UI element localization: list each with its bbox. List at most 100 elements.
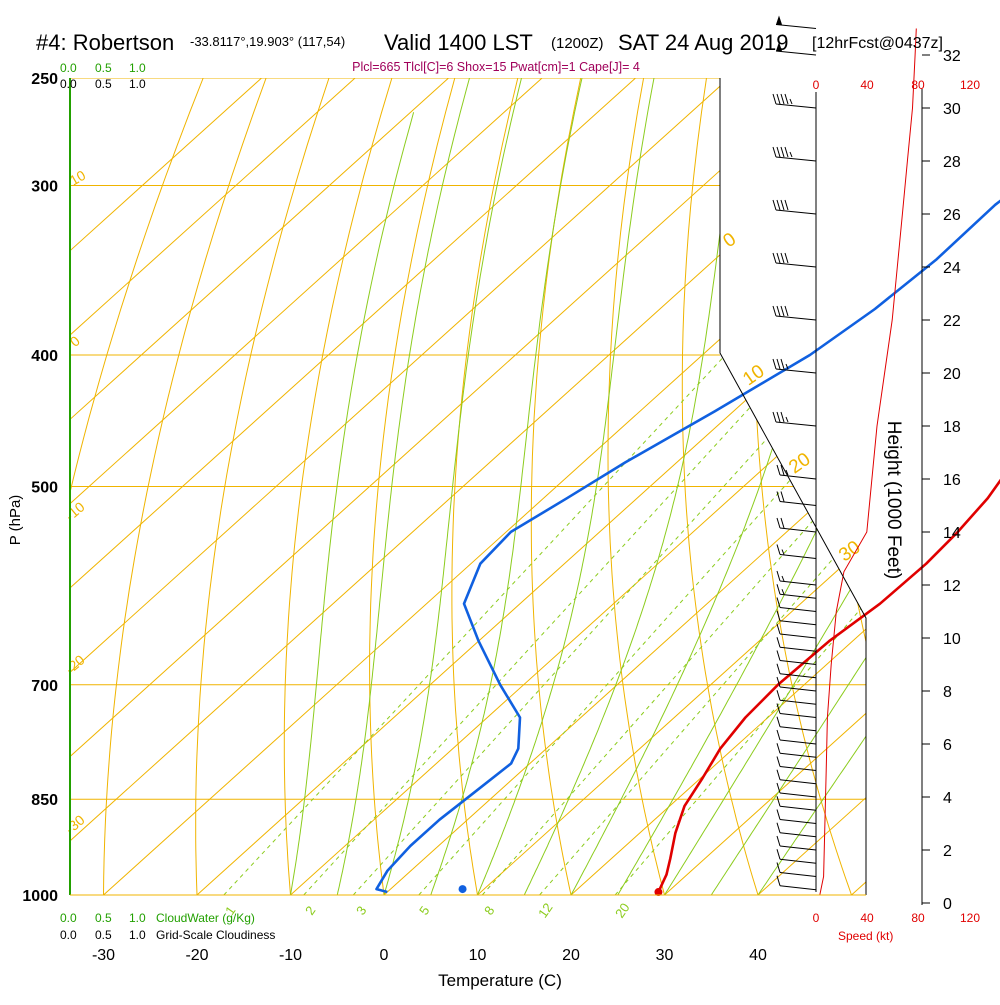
x-axis-title: Temperature (C) [438, 971, 562, 990]
wind-barb-full [777, 412, 780, 422]
mixing-ratio-line [540, 355, 1000, 895]
height-tick-label: 20 [943, 366, 961, 383]
wind-barb-staff [780, 608, 816, 612]
height-tick-label: 0 [943, 896, 952, 913]
wind-barb-staff [780, 621, 816, 625]
wind-barb-full [777, 253, 780, 263]
dry-adiabat-line [957, 78, 1000, 895]
stability-indices: Plcl=665 Tlcl[C]=6 Shox=15 Pwat[cm]=1 Ca… [352, 60, 640, 74]
wind-barb-full [777, 306, 780, 316]
wind-barb-half [790, 152, 792, 157]
height-tick-label: 10 [943, 631, 961, 648]
wind-barb-full [781, 253, 784, 263]
wind-barb-full [777, 757, 780, 767]
speed-top-tick-2: 80 [911, 78, 925, 92]
height-tick-label: 4 [943, 790, 952, 807]
height-tick-label: 8 [943, 684, 952, 701]
wind-barb-staff [776, 104, 816, 108]
pressure-tick-label: 250 [31, 71, 58, 88]
station-coords: -33.8117°,19.903° (117,54) [190, 34, 345, 49]
pressure-tick-label: 1000 [22, 888, 58, 905]
isotherm-label: -20 [62, 651, 88, 676]
wind-barb-staff [780, 886, 816, 890]
station-title: #4: Robertson [36, 30, 174, 55]
mixing-ratio-label: 20 [612, 900, 633, 920]
cloudiness-title: Grid-Scale Cloudiness [156, 928, 275, 942]
wind-barb-half [790, 99, 792, 104]
wind-barb-full [777, 849, 780, 859]
height-tick-label: 24 [943, 260, 961, 277]
wind-barb-full [777, 637, 780, 647]
cloudiness-top-label-0: 0.0 [60, 77, 77, 91]
wind-barb-full [777, 690, 780, 700]
height-tick-label: 14 [943, 525, 961, 542]
wind-barb-full [773, 412, 776, 422]
speed-bottom-tick-0: 0 [813, 911, 820, 925]
wind-barb-full [781, 147, 784, 157]
wind-barb-full [777, 823, 780, 833]
pressure-tick-label: 700 [31, 678, 58, 695]
wind-barb-full [781, 94, 784, 104]
wind-barb-full [777, 876, 780, 886]
temperature-tick-label: -20 [185, 947, 208, 964]
height-axis-title: Height (1000 Feet) [883, 421, 904, 579]
isotherm-line [758, 78, 1000, 895]
speed-top-tick-3: 120 [960, 78, 980, 92]
height-tick-label: 18 [943, 419, 961, 436]
height-tick-label: 22 [943, 313, 961, 330]
wind-barb-staff [780, 806, 816, 810]
wind-barb-full [773, 359, 776, 369]
wind-barb-full [777, 743, 780, 753]
wind-barb-pennant [776, 16, 782, 25]
speed-axis-title: Speed (kt) [838, 929, 893, 943]
moist-adiabat-line [291, 112, 414, 895]
temperature-tick-label: 10 [469, 947, 487, 964]
wind-barb-full [777, 359, 780, 369]
wind-barb-staff [776, 25, 816, 29]
wind-barb-full [777, 545, 780, 555]
speed-top-tick-1: 40 [860, 78, 874, 92]
wind-barb-staff [780, 767, 816, 771]
temperature-tick-label: 0 [380, 947, 389, 964]
wind-barb-full [773, 94, 776, 104]
wind-barb-half [786, 417, 788, 422]
wind-barb-full [777, 836, 780, 846]
wind-barb-staff [780, 581, 816, 585]
temperature-tick-label: -10 [279, 947, 302, 964]
dewpoint-profile-line [377, 106, 1000, 892]
isotherm-line [852, 78, 1000, 895]
wind-barb-full [773, 306, 776, 316]
height-tick-label: 16 [943, 472, 961, 489]
speed-bottom-tick-1: 40 [860, 911, 874, 925]
wind-barb-full [777, 465, 780, 475]
height-tick-label: 2 [943, 843, 952, 860]
speed-top-tick-0: 0 [813, 78, 820, 92]
wind-barb-full [777, 651, 780, 661]
temperature-tick-label: -30 [92, 947, 115, 964]
wind-barb-full [777, 584, 780, 594]
cloudiness-top-label-1: 0.5 [95, 77, 112, 91]
wind-barb-staff [780, 873, 816, 877]
temperature-tick-label: 20 [562, 947, 580, 964]
height-tick-label: 30 [943, 101, 961, 118]
wind-barb-full [777, 664, 780, 674]
height-tick-label: 12 [943, 578, 961, 595]
wind-barb-full [777, 200, 780, 210]
utc-time: (1200Z) [551, 35, 604, 52]
mixing-ratio-line [224, 355, 726, 895]
moist-adiabat-line [758, 78, 1000, 895]
wind-barb-half [782, 589, 784, 594]
wind-barb-full [781, 492, 784, 502]
pressure-tick-label: 850 [31, 792, 58, 809]
y-axis-title: P (hPa) [7, 495, 24, 546]
wind-barb-full [777, 147, 780, 157]
wind-barb-full [777, 730, 780, 740]
wind-barb-full [777, 770, 780, 780]
wind-barb-full [781, 359, 784, 369]
wind-barb-full [785, 306, 788, 316]
cloudwater-top-label-1: 0.5 [95, 61, 112, 75]
wind-barb-full [777, 571, 780, 581]
wind-barb-full [781, 200, 784, 210]
